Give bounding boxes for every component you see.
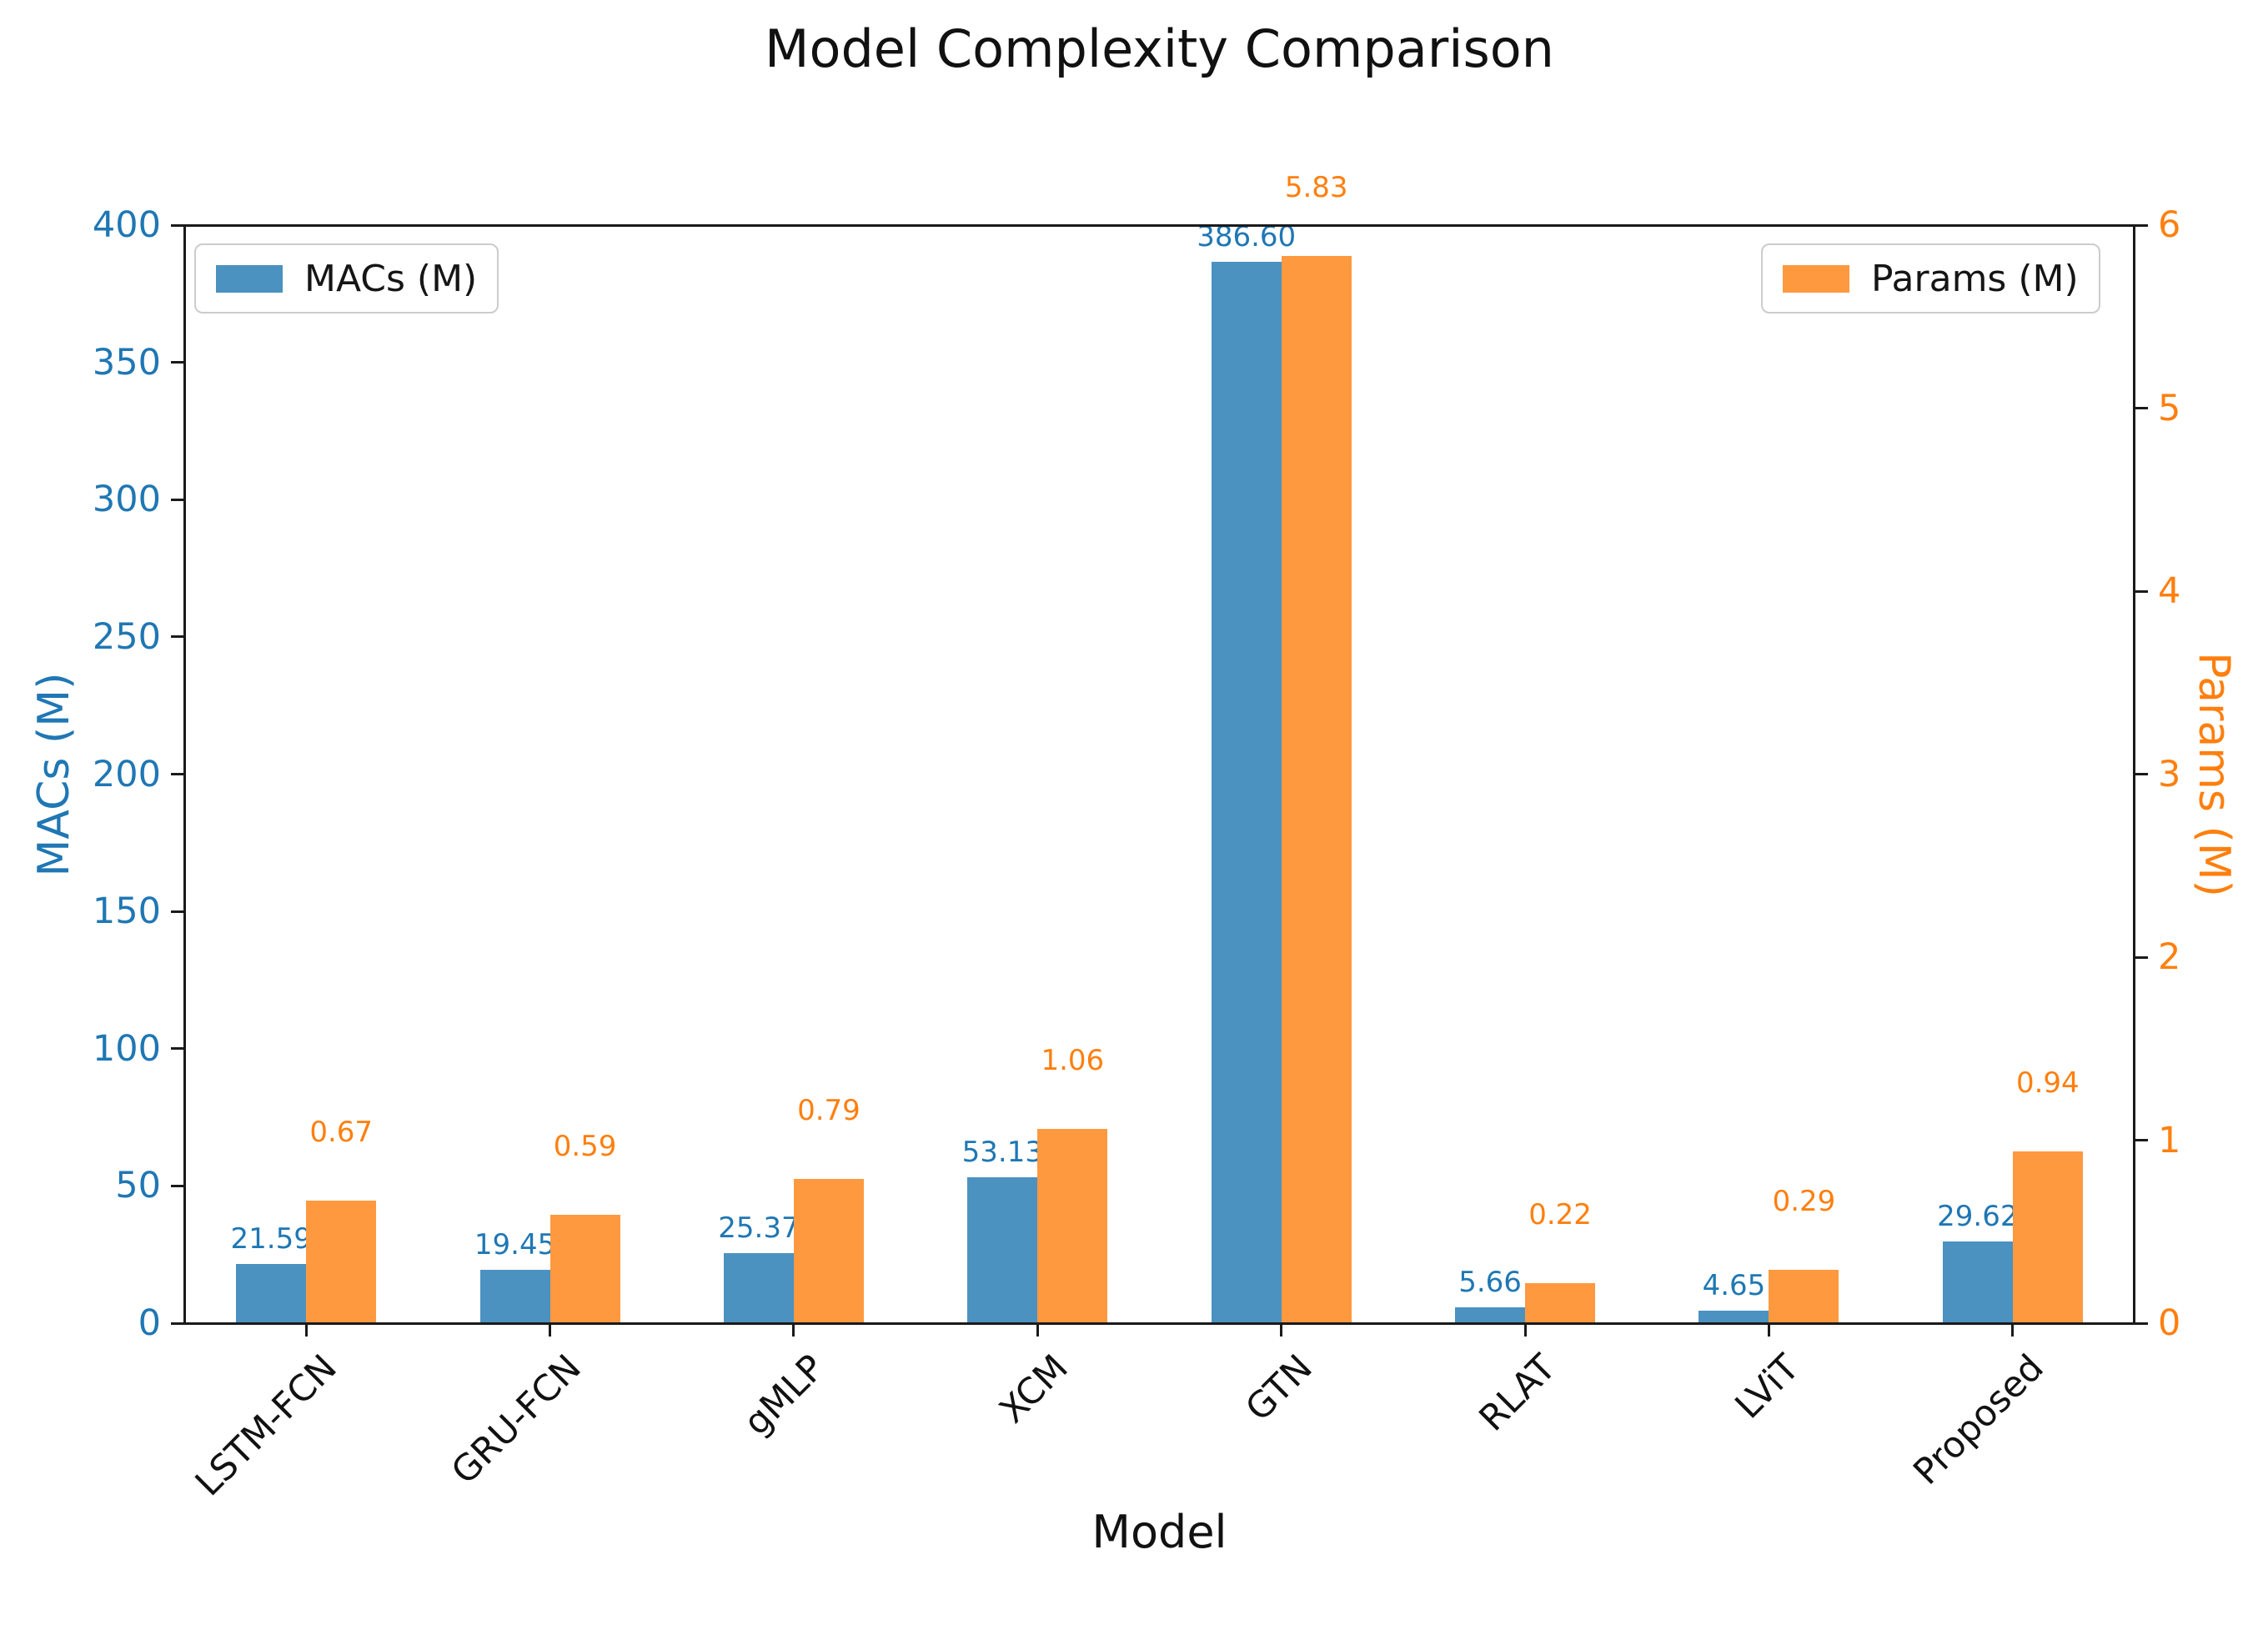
left-tick-label: 50: [115, 1165, 161, 1207]
right-tick: [2135, 1139, 2148, 1141]
bar-params-Proposed: [2012, 1151, 2083, 1323]
bar-params-LSTM-FCN: [306, 1200, 377, 1323]
bar-macs-GRU-FCN: [479, 1269, 550, 1323]
left-tick: [171, 498, 184, 501]
x-tick-label: RLAT: [1471, 1347, 1564, 1440]
left-tick-label: 200: [92, 753, 161, 795]
right-tick-label: 4: [2158, 570, 2181, 612]
right-tick-label: 0: [2158, 1302, 2181, 1344]
left-tick: [171, 223, 184, 227]
value-label-macs-XCM: 53.13: [961, 1136, 1043, 1170]
x-tick: [1523, 1323, 1527, 1337]
left-tick: [171, 910, 184, 913]
value-label-macs-GTN: 386.60: [1197, 220, 1297, 254]
x-tick: [304, 1323, 308, 1337]
value-label-macs-LSTM-FCN: 21.59: [230, 1221, 312, 1256]
left-tick-label: 150: [92, 890, 161, 933]
value-label-macs-RLAT: 5.66: [1458, 1266, 1522, 1300]
macs-legend-swatch: [216, 264, 283, 293]
x-tick: [1036, 1323, 1039, 1337]
left-tick: [171, 1322, 184, 1325]
right-tick: [2135, 1322, 2148, 1325]
right-tick-label: 3: [2158, 753, 2181, 795]
right-tick: [2135, 773, 2148, 775]
value-label-params-gMLP: 0.79: [797, 1093, 861, 1127]
value-label-macs-Proposed: 29.62: [1937, 1200, 2019, 1234]
bar-macs-GTN: [1211, 262, 1282, 1323]
bar-params-RLAT: [1525, 1282, 1596, 1323]
value-label-params-RLAT: 0.22: [1528, 1197, 1592, 1231]
legend-params: Params (M): [1761, 243, 2100, 313]
params-legend-label: Params (M): [1871, 257, 2079, 300]
left-tick-label: 250: [92, 615, 161, 658]
x-tick-label: Proposed: [1905, 1347, 2052, 1493]
figure: Model Complexity Comparison MACs (M) Par…: [29, 18, 2239, 1558]
right-tick-label: 6: [2158, 204, 2181, 246]
x-tick: [792, 1323, 795, 1337]
chart-title: Model Complexity Comparison: [765, 18, 1554, 79]
x-tick-label: LSTM-FCN: [188, 1347, 345, 1505]
bar-params-GRU-FCN: [549, 1215, 620, 1323]
value-label-params-LSTM-FCN: 0.67: [309, 1115, 374, 1149]
plot-area: 0 50 100 150 200 250 300 350 400 0 1 2 3 4 5 6 LSTM-FCN G…: [92, 171, 2181, 1504]
left-tick-label: 100: [92, 1027, 161, 1070]
left-tick: [171, 773, 184, 775]
legend-macs: MACs (M): [194, 243, 499, 313]
bar-macs-Proposed: [1942, 1241, 2013, 1323]
x-tick: [549, 1323, 552, 1337]
params-legend-swatch: [1783, 264, 1849, 293]
bar-macs-LViT: [1698, 1310, 1769, 1323]
value-label-params-GTN: 5.83: [1284, 171, 1348, 205]
bar-macs-gMLP: [723, 1253, 794, 1323]
right-tick-label: 2: [2158, 936, 2181, 978]
x-tick-label: gMLP: [735, 1347, 833, 1444]
bar-macs-XCM: [967, 1177, 1038, 1323]
left-tick-label: 350: [92, 341, 161, 384]
bar-macs-RLAT: [1455, 1307, 1526, 1323]
x-tick-label: LViT: [1728, 1347, 1809, 1427]
value-label-macs-GRU-FCN: 19.45: [474, 1227, 556, 1261]
value-label-params-LViT: 0.29: [1772, 1185, 1836, 1219]
left-tick-label: 400: [92, 204, 161, 246]
value-label-params-XCM: 1.06: [1041, 1044, 1105, 1078]
x-axis-title: Model: [1091, 1506, 1227, 1558]
x-tick: [1280, 1323, 1283, 1337]
value-label-macs-gMLP: 25.37: [718, 1211, 800, 1246]
bar-params-LViT: [1769, 1270, 1839, 1323]
bar-params-GTN: [1281, 256, 1352, 1323]
bar-macs-LSTM-FCN: [236, 1263, 307, 1323]
left-tick: [171, 635, 184, 639]
bar-params-gMLP: [793, 1178, 864, 1323]
value-label-params-Proposed: 0.94: [2015, 1066, 2080, 1100]
right-tick: [2135, 407, 2148, 409]
right-tick: [2135, 955, 2148, 959]
value-label-macs-LViT: 4.65: [1702, 1268, 1766, 1302]
x-tick: [1767, 1323, 1770, 1337]
x-tick: [2011, 1323, 2015, 1337]
x-tick-label: GRU-FCN: [443, 1347, 590, 1493]
left-tick-label: 0: [138, 1302, 161, 1344]
left-tick: [171, 1184, 184, 1187]
value-label-params-GRU-FCN: 0.59: [553, 1130, 617, 1164]
bar-params-XCM: [1037, 1129, 1108, 1323]
right-tick: [2135, 223, 2148, 227]
left-tick: [171, 1047, 184, 1051]
right-tick-label: 5: [2158, 387, 2181, 429]
x-tick-label: GTN: [1237, 1347, 1321, 1430]
right-tick-label: 1: [2158, 1119, 2181, 1161]
left-tick-label: 300: [92, 479, 161, 521]
left-tick: [171, 361, 184, 364]
right-tick: [2135, 589, 2148, 593]
macs-legend-label: MACs (M): [304, 257, 478, 300]
x-tick-label: XCM: [991, 1347, 1077, 1432]
